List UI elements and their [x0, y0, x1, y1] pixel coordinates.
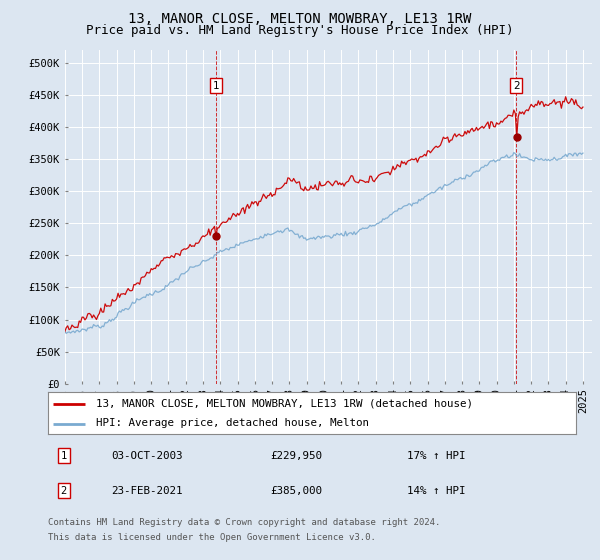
Text: Price paid vs. HM Land Registry's House Price Index (HPI): Price paid vs. HM Land Registry's House … [86, 24, 514, 36]
Text: 2: 2 [513, 81, 520, 91]
Text: Contains HM Land Registry data © Crown copyright and database right 2024.: Contains HM Land Registry data © Crown c… [48, 518, 440, 527]
Text: This data is licensed under the Open Government Licence v3.0.: This data is licensed under the Open Gov… [48, 533, 376, 542]
Text: 23-FEB-2021: 23-FEB-2021 [112, 486, 183, 496]
Text: 1: 1 [61, 451, 67, 461]
Text: 14% ↑ HPI: 14% ↑ HPI [407, 486, 466, 496]
Text: 03-OCT-2003: 03-OCT-2003 [112, 451, 183, 461]
Text: £229,950: £229,950 [270, 451, 322, 461]
Text: £385,000: £385,000 [270, 486, 322, 496]
Text: 13, MANOR CLOSE, MELTON MOWBRAY, LE13 1RW: 13, MANOR CLOSE, MELTON MOWBRAY, LE13 1R… [128, 12, 472, 26]
Text: 17% ↑ HPI: 17% ↑ HPI [407, 451, 466, 461]
Text: HPI: Average price, detached house, Melton: HPI: Average price, detached house, Melt… [95, 418, 368, 428]
Text: 2: 2 [61, 486, 67, 496]
Text: 13, MANOR CLOSE, MELTON MOWBRAY, LE13 1RW (detached house): 13, MANOR CLOSE, MELTON MOWBRAY, LE13 1R… [95, 399, 473, 409]
Text: 1: 1 [212, 81, 219, 91]
